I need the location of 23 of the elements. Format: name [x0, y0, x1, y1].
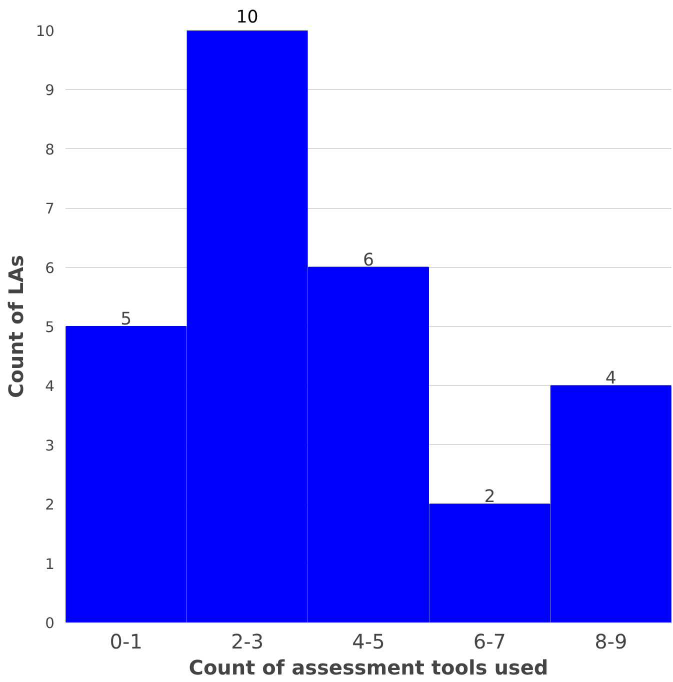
- data-label: 4: [605, 368, 616, 389]
- y-tick-label: 9: [45, 82, 55, 100]
- data-label: 2: [484, 487, 496, 508]
- data-label: 10: [236, 8, 258, 28]
- data-label: 5: [120, 310, 132, 330]
- x-tick-label: 0-1: [110, 630, 142, 654]
- x-tick-label: 8-9: [594, 630, 628, 654]
- y-tick-label: 3: [45, 437, 55, 454]
- y-tick-label: 5: [45, 319, 55, 336]
- x-tick-label: 6-7: [473, 630, 506, 654]
- y-tick-label: 4: [45, 378, 55, 396]
- y-tick-label: 6: [45, 260, 55, 277]
- x-axis-title: Count of assessment tools used: [188, 656, 548, 680]
- y-tick-label: 0: [45, 615, 55, 632]
- y-tick-label: 7: [45, 200, 55, 218]
- y-axis-title: Count of LAs: [4, 255, 28, 398]
- data-label: 6: [362, 250, 374, 270]
- x-tick-label: 2-3: [230, 630, 264, 654]
- y-tick-label: 10: [36, 23, 55, 40]
- y-tick-label: 2: [45, 496, 55, 514]
- y-tick-label: 1: [45, 556, 55, 573]
- y-tick-label: 8: [45, 141, 55, 158]
- x-tick-label: 4-5: [352, 630, 385, 654]
